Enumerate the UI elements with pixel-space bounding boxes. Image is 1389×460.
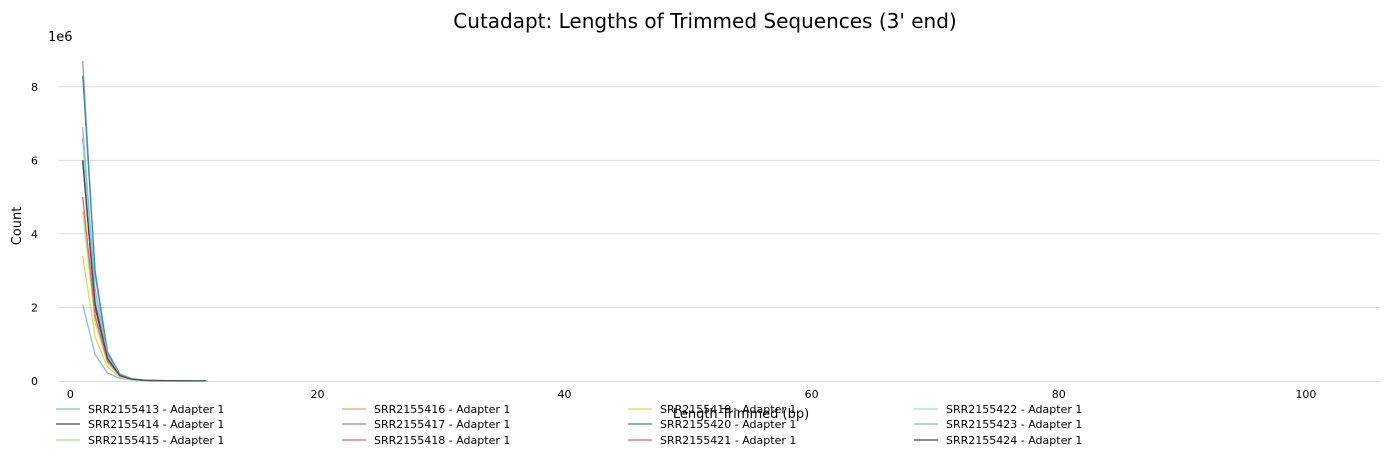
series-line — [82, 255, 207, 382]
legend-label: SRR2155422 - Adapter 1 — [946, 403, 1082, 416]
x-tick-label: 20 — [310, 388, 324, 401]
legend-item: SRR2155423 - Adapter 1 — [914, 418, 1082, 431]
legend-label: SRR2155413 - Adapter 1 — [88, 403, 224, 416]
legend-label: SRR2155415 - Adapter 1 — [88, 434, 224, 447]
legend-item: SRR2155415 - Adapter 1 — [56, 434, 224, 447]
gridlines — [58, 86, 1380, 308]
x-tick-label: 40 — [558, 388, 572, 401]
x-tick-label: 60 — [805, 388, 819, 401]
legend-label: SRR2155419 - Adapter 1 — [660, 403, 796, 416]
x-axis-ticks: 0 20 40 60 80 100 — [67, 388, 1317, 401]
y-axis-ticks: 0 2 4 6 8 — [31, 81, 38, 388]
y-tick-label: 8 — [31, 81, 38, 94]
x-tick-label: 100 — [1295, 388, 1316, 401]
legend-item: SRR2155418 - Adapter 1 — [342, 434, 510, 447]
legend-label: SRR2155416 - Adapter 1 — [374, 403, 510, 416]
legend-label: SRR2155417 - Adapter 1 — [374, 418, 510, 431]
x-axis-label: Length Trimmed (bp) — [673, 407, 809, 422]
y-tick-label: 0 — [31, 375, 38, 388]
y-axis-label: Count — [10, 207, 25, 246]
series-line — [82, 160, 207, 382]
y-tick-label: 2 — [31, 301, 38, 314]
legend-item: SRR2155417 - Adapter 1 — [342, 418, 510, 431]
legend-label: SRR2155424 - Adapter 1 — [946, 434, 1082, 447]
legend-item: SRR2155413 - Adapter 1 — [56, 403, 224, 416]
chart-title: Cutadapt: Lengths of Trimmed Sequences (… — [453, 9, 956, 33]
legend-label: SRR2155420 - Adapter 1 — [660, 418, 796, 431]
legend-item: SRR2155424 - Adapter 1 — [914, 434, 1082, 447]
legend-label: SRR2155418 - Adapter 1 — [374, 434, 510, 447]
x-tick-label: 0 — [67, 388, 74, 401]
x-tick-label: 80 — [1052, 388, 1066, 401]
y-scale-label: 1e6 — [48, 30, 73, 45]
legend: SRR2155413 - Adapter 1 SRR2155414 - Adapt… — [56, 403, 1082, 447]
legend-item: SRR2155422 - Adapter 1 — [914, 403, 1082, 416]
legend-label: SRR2155414 - Adapter 1 — [88, 418, 224, 431]
y-tick-label: 6 — [31, 154, 38, 167]
legend-label: SRR2155423 - Adapter 1 — [946, 418, 1082, 431]
plot-lines — [82, 60, 207, 382]
legend-item: SRR2155421 - Adapter 1 — [628, 434, 796, 447]
series-line — [82, 160, 207, 382]
series-line — [82, 211, 207, 382]
legend-label: SRR2155421 - Adapter 1 — [660, 434, 796, 447]
legend-item: SRR2155416 - Adapter 1 — [342, 403, 510, 416]
y-tick-label: 4 — [31, 228, 38, 241]
legend-item: SRR2155419 - Adapter 1 — [628, 403, 796, 416]
legend-item: SRR2155414 - Adapter 1 — [56, 418, 224, 431]
series-line — [82, 141, 207, 382]
legend-item: SRR2155420 - Adapter 1 — [628, 418, 796, 431]
